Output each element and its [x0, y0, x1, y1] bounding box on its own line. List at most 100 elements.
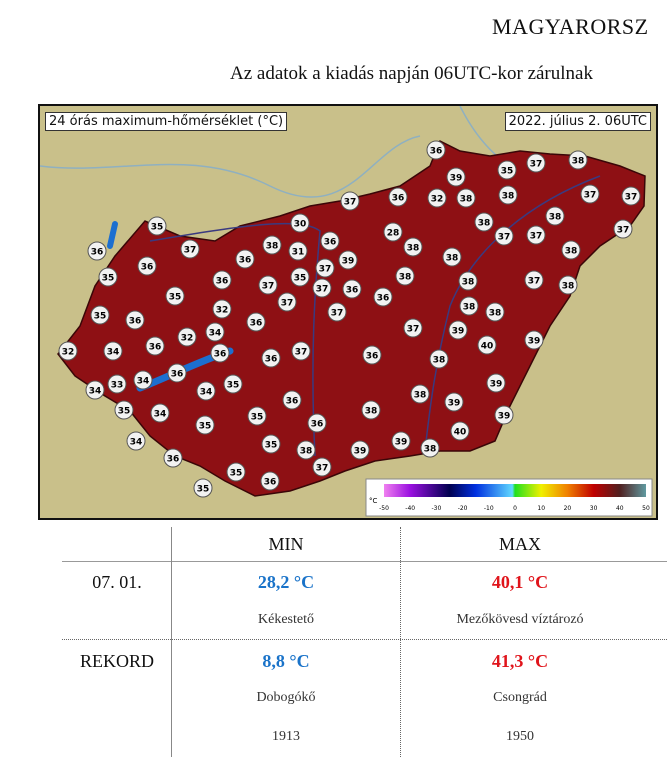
- station-value: 39: [450, 174, 463, 184]
- station-value: 35: [265, 441, 278, 451]
- station-value: 34: [200, 388, 213, 398]
- station-value: 40: [481, 342, 494, 352]
- station-circle: [420, 438, 440, 458]
- station-circle: [247, 406, 267, 426]
- station-circle: [163, 448, 183, 468]
- station-value: 36: [286, 397, 299, 407]
- station-value: 36: [366, 352, 379, 362]
- station-marker: 35: [261, 434, 281, 454]
- station-circle: [85, 380, 105, 400]
- station-value: 30: [294, 220, 307, 230]
- divider: [62, 639, 667, 640]
- station-circle: [450, 421, 470, 441]
- station-circle: [474, 212, 494, 232]
- station-marker: 40: [477, 335, 497, 355]
- station-circle: [477, 335, 497, 355]
- station-marker: 39: [486, 373, 506, 393]
- station-marker: 39: [448, 320, 468, 340]
- station-circle: [494, 226, 514, 246]
- station-marker: 35: [226, 462, 246, 482]
- station-marker: 28: [383, 222, 403, 242]
- station-marker: 36: [210, 343, 230, 363]
- station-circle: [373, 287, 393, 307]
- station-circle: [350, 440, 370, 460]
- station-marker: 36: [167, 363, 187, 383]
- station-value: 31: [292, 248, 305, 258]
- station-marker: 34: [85, 380, 105, 400]
- station-value: 37: [530, 232, 543, 242]
- station-value: 38: [462, 278, 475, 288]
- station-value: 38: [407, 244, 420, 254]
- station-circle: [312, 278, 332, 298]
- station-circle: [282, 390, 302, 410]
- station-value: 36: [430, 147, 443, 157]
- station-circle: [260, 471, 280, 491]
- station-circle: [212, 299, 232, 319]
- river: [40, 135, 421, 198]
- station-marker: 38: [485, 302, 505, 322]
- station-circle: [524, 330, 544, 350]
- station-marker: 31: [288, 241, 308, 261]
- station-marker: 37: [580, 184, 600, 204]
- station-circle: [446, 167, 466, 187]
- station-circle: [226, 462, 246, 482]
- station-circle: [114, 400, 134, 420]
- station-circle: [580, 184, 600, 204]
- station-marker: 36: [125, 310, 145, 330]
- station-circle: [383, 222, 403, 242]
- station-value: 37: [584, 191, 597, 201]
- station-marker: 37: [621, 186, 641, 206]
- station-marker: 38: [361, 400, 381, 420]
- station-circle: [327, 302, 347, 322]
- legend-colorbar: [384, 484, 646, 497]
- station-value: 35: [118, 407, 131, 417]
- station-value: 36: [167, 455, 180, 465]
- station-circle: [342, 279, 362, 299]
- station-circle: [196, 381, 216, 401]
- station-circle: [426, 140, 446, 160]
- station-value: 36: [149, 343, 162, 353]
- station-circle: [291, 341, 311, 361]
- station-marker: 38: [420, 438, 440, 458]
- station-marker: 32: [58, 341, 78, 361]
- station-marker: 39: [391, 431, 411, 451]
- station-marker: 38: [498, 185, 518, 205]
- divider: [400, 527, 401, 757]
- station-value: 40: [454, 428, 467, 438]
- legend-tick-label: -50: [379, 505, 389, 512]
- station-circle: [87, 241, 107, 261]
- station-circle: [167, 363, 187, 383]
- station-value: 36: [216, 277, 229, 287]
- station-marker: 37: [315, 258, 335, 278]
- station-marker: 35: [165, 286, 185, 306]
- station-value: 35: [227, 381, 240, 391]
- station-marker: 36: [212, 270, 232, 290]
- station-circle: [442, 247, 462, 267]
- station-value: 35: [230, 469, 243, 479]
- station-marker: 37: [526, 225, 546, 245]
- legend-tick-label: -30: [431, 505, 441, 512]
- station-value: 37: [344, 198, 357, 208]
- station-value: 36: [239, 256, 252, 266]
- station-marker: 37: [494, 226, 514, 246]
- station-marker: 38: [558, 275, 578, 295]
- station-marker: 38: [456, 188, 476, 208]
- station-marker: 37: [180, 239, 200, 259]
- station-circle: [246, 312, 266, 332]
- station-value: 34: [154, 410, 167, 420]
- station-circle: [125, 310, 145, 330]
- min-value: 28,2 °C: [257, 572, 315, 592]
- header-max: MAX: [498, 534, 541, 554]
- station-value: 38: [502, 192, 515, 202]
- station-circle: [261, 348, 281, 368]
- station-circle: [126, 431, 146, 451]
- station-value: 38: [460, 195, 473, 205]
- station-marker: 33: [107, 374, 127, 394]
- station-value: 35: [197, 485, 210, 495]
- station-marker: 38: [561, 240, 581, 260]
- station-marker: 35: [147, 216, 167, 236]
- station-circle: [137, 256, 157, 276]
- legend-tick-label: 0: [513, 505, 517, 512]
- station-marker: 38: [442, 247, 462, 267]
- station-circle: [361, 400, 381, 420]
